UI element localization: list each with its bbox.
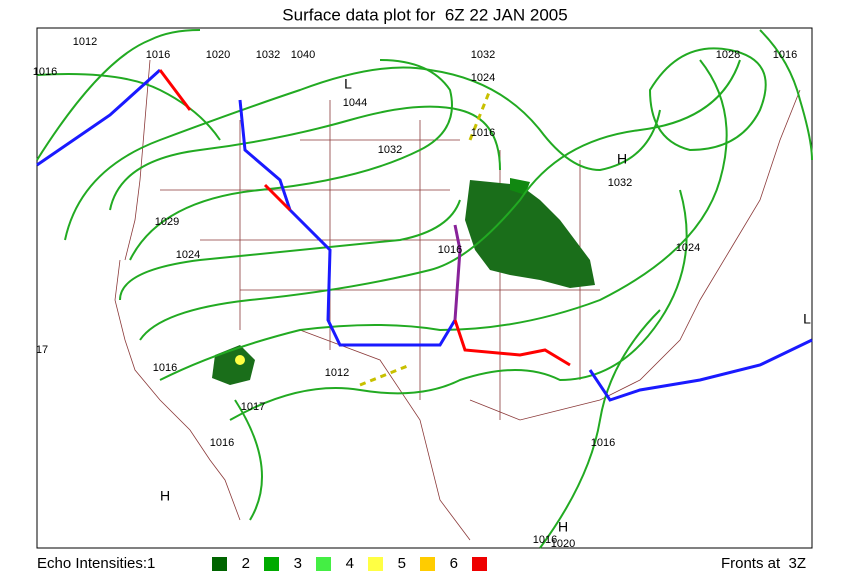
isobar-label: 1040 [291, 49, 315, 61]
echo-area [212, 345, 255, 385]
isobar-label: 1020 [206, 49, 230, 61]
isobar-label: 1016 [773, 49, 797, 61]
occluded-front [453, 224, 462, 321]
isobar-label: 1016 [438, 244, 462, 256]
isobar [36, 73, 221, 141]
cold-front [238, 99, 457, 347]
isobar [648, 47, 767, 152]
isobar-label: 1024 [676, 242, 700, 254]
isobar-label: 1028 [716, 49, 740, 61]
legend: Echo Intensities:1 Fronts at 3Z 2 3 4 5 6 [37, 555, 806, 572]
echo-swatch [264, 557, 279, 571]
isobar-label: 1016 [210, 437, 234, 449]
state-lines [239, 100, 581, 420]
pressure-center: L [803, 311, 811, 327]
pressure-center: H [160, 488, 170, 504]
isobar-label: 1016 [471, 127, 495, 139]
isobar-label: 1024 [471, 72, 495, 84]
echo-legend-title: Echo Intensities:1 [37, 555, 155, 572]
isobar-label: 17 [36, 344, 48, 356]
isobar-label: 1017 [241, 401, 265, 413]
map-title: Surface data plot for 6Z 22 JAN 2005 [282, 5, 567, 24]
echo-level-label: 6 [450, 555, 458, 572]
cold-front [588, 338, 813, 402]
echo-level-label: 2 [242, 555, 250, 572]
echoes [212, 178, 595, 385]
isobar-label: 1032 [471, 49, 495, 61]
warm-front [263, 183, 292, 212]
isobar [109, 105, 501, 211]
isobar-label: 1016 [33, 66, 57, 78]
fronts-label: Fronts at 3Z [721, 555, 806, 572]
isobar [129, 59, 453, 261]
isobars [36, 29, 813, 549]
pressure-center: H [617, 151, 627, 167]
isobar [64, 66, 661, 241]
echo-area [465, 180, 595, 288]
isobar [119, 199, 461, 301]
trough [359, 89, 492, 387]
isobar-label: 1012 [73, 36, 97, 48]
isobar [36, 29, 201, 161]
isobar [229, 189, 688, 421]
echo-swatch [472, 557, 487, 571]
isobar-label: 1012 [325, 367, 349, 379]
isobar [759, 29, 813, 161]
isobar-label: 1016 [153, 362, 177, 374]
pressure-center: H [558, 519, 568, 535]
echo-area [235, 355, 245, 365]
isobar-label: 1032 [256, 49, 280, 61]
cold-front [36, 68, 162, 167]
isobar-label: 1020 [551, 538, 575, 550]
isobar-label: 1016 [533, 534, 557, 546]
state-lines [160, 139, 600, 291]
fronts [36, 68, 813, 402]
echo-area [510, 178, 530, 195]
isobar [159, 59, 728, 381]
isobar-label: 1044 [343, 97, 367, 109]
isobar-label: 1016 [146, 49, 170, 61]
echo-swatch [420, 557, 435, 571]
coastline [114, 259, 241, 521]
pressure-center: L [344, 76, 352, 92]
echo-level-label: 5 [398, 555, 406, 572]
warm-front [158, 69, 192, 111]
warm-front [453, 319, 571, 367]
isobar-label: 1032 [608, 177, 632, 189]
isobar [234, 399, 263, 521]
coastline [124, 59, 151, 261]
echo-swatch [368, 557, 383, 571]
echo-swatch [212, 557, 227, 571]
isobar-label: 1016 [591, 437, 615, 449]
isobar-label: 1029 [155, 216, 179, 228]
echo-swatch [316, 557, 331, 571]
echo-level-label: 3 [294, 555, 302, 572]
isobar-label: 1024 [176, 249, 200, 261]
isobar-label: 1032 [378, 144, 402, 156]
coastline [469, 89, 801, 421]
border [299, 329, 471, 541]
map-frame [36, 27, 813, 549]
geography [114, 59, 801, 541]
echo-level-label: 4 [346, 555, 354, 572]
isobar [539, 309, 661, 549]
isobar [139, 59, 741, 341]
